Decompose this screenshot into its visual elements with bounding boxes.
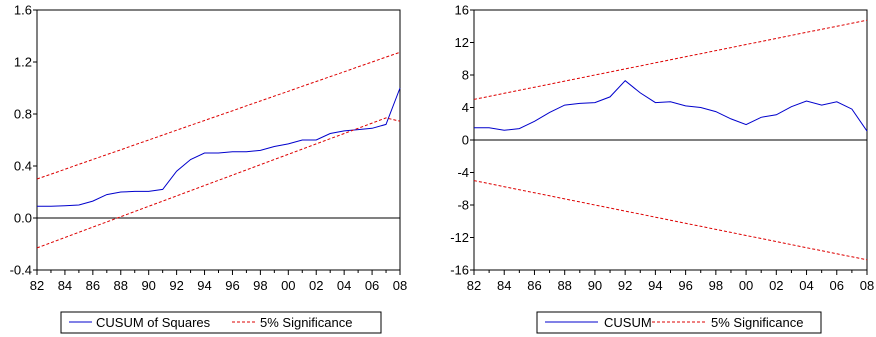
legend-label-significance: 5% Significance bbox=[711, 315, 804, 330]
x-tick-label: 96 bbox=[225, 278, 239, 293]
series-line-2 bbox=[36, 117, 401, 249]
y-tick-label: -12 bbox=[450, 230, 469, 245]
x-tick-label: 06 bbox=[830, 278, 844, 293]
y-axis: -16 -12 -8 -4 0 4 8 12 16 bbox=[450, 3, 474, 278]
x-tick-label: 98 bbox=[709, 278, 723, 293]
x-tick-label: 90 bbox=[588, 278, 602, 293]
y-tick-label: 8 bbox=[462, 68, 469, 83]
y-axis: -0.4 0.0 0.4 0.8 1.2 1.6 bbox=[10, 3, 37, 278]
series-line-2 bbox=[473, 180, 868, 261]
y-tick-label: 12 bbox=[455, 35, 469, 50]
legend-box bbox=[60, 311, 382, 334]
series-line-0 bbox=[37, 87, 401, 207]
x-tick-label: 90 bbox=[141, 278, 155, 293]
x-tick-label: 02 bbox=[309, 278, 323, 293]
legend-label-cusum-of-squares: CUSUM of Squares bbox=[96, 315, 211, 330]
y-tick-label: -4 bbox=[457, 165, 469, 180]
y-tick-label: 0.0 bbox=[14, 211, 32, 226]
x-tick-label: 84 bbox=[497, 278, 511, 293]
x-tick-label: 08 bbox=[860, 278, 874, 293]
x-tick-label: 04 bbox=[337, 278, 351, 293]
x-tick-label: 04 bbox=[799, 278, 813, 293]
y-tick-label: -16 bbox=[450, 263, 469, 278]
legend-label-significance: 5% Significance bbox=[260, 315, 353, 330]
y-tick-label: 0 bbox=[462, 133, 469, 148]
x-tick-label: 84 bbox=[58, 278, 72, 293]
x-tick-label: 88 bbox=[114, 278, 128, 293]
y-tick-label: 0.4 bbox=[14, 159, 32, 174]
x-axis: 82 84 86 88 90 92 94 96 98 00 02 04 06 08 bbox=[30, 270, 407, 293]
y-tick-label: -8 bbox=[457, 198, 469, 213]
plot-lines bbox=[36, 51, 401, 249]
y-tick-label: 1.6 bbox=[14, 3, 32, 18]
x-tick-label: 00 bbox=[739, 278, 753, 293]
x-tick-label: 92 bbox=[618, 278, 632, 293]
series-line-1 bbox=[36, 51, 401, 180]
x-tick-label: 94 bbox=[197, 278, 211, 293]
x-tick-label: 00 bbox=[281, 278, 295, 293]
y-tick-label: -0.4 bbox=[10, 263, 32, 278]
x-tick-label: 02 bbox=[769, 278, 783, 293]
x-tick-label: 92 bbox=[169, 278, 183, 293]
x-tick-label: 96 bbox=[678, 278, 692, 293]
plot-lines bbox=[473, 19, 868, 261]
series-line-0 bbox=[474, 80, 868, 132]
x-tick-label: 98 bbox=[253, 278, 267, 293]
x-tick-label: 08 bbox=[393, 278, 407, 293]
y-tick-label: 4 bbox=[462, 100, 469, 115]
x-tick-label: 82 bbox=[467, 278, 481, 293]
x-axis: 82 84 86 88 90 92 94 96 98 00 02 04 06 08 bbox=[467, 270, 874, 293]
x-tick-label: 86 bbox=[86, 278, 100, 293]
x-tick-label: 82 bbox=[30, 278, 44, 293]
y-tick-label: 16 bbox=[455, 3, 469, 18]
x-tick-label: 88 bbox=[557, 278, 571, 293]
plot-frame bbox=[36, 9, 401, 271]
y-tick-label: 0.8 bbox=[14, 107, 32, 122]
x-tick-label: 86 bbox=[527, 278, 541, 293]
x-tick-label: 06 bbox=[365, 278, 379, 293]
chart-cusum-of-squares: -0.4 0.0 0.4 0.8 1.2 1.6 82 84 86 88 90 92 94 96 98 00… bbox=[10, 3, 407, 334]
series-line-1 bbox=[473, 19, 868, 100]
legend: CUSUM of Squares 5% Significance bbox=[60, 311, 382, 334]
legend-label-cusum: CUSUM bbox=[604, 315, 652, 330]
x-tick-label: 94 bbox=[648, 278, 662, 293]
y-tick-label: 1.2 bbox=[14, 55, 32, 70]
legend: CUSUM 5% Significance bbox=[536, 311, 822, 334]
